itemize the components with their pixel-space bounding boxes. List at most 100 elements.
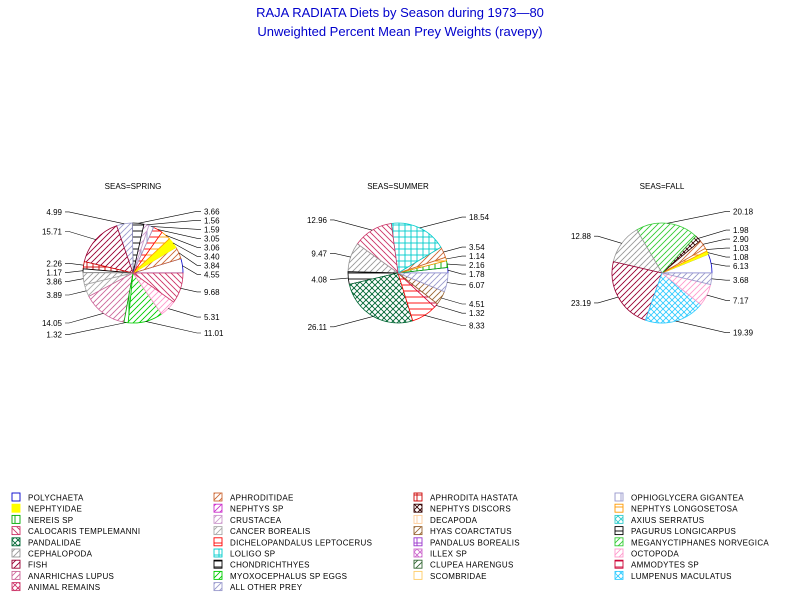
legend-swatch xyxy=(413,492,423,502)
legend-swatch xyxy=(413,526,423,536)
legend-label: ILLEX SP xyxy=(430,550,467,559)
leader-line xyxy=(675,320,730,334)
pie-slice-fish xyxy=(611,261,663,321)
legend-item-nereis-sp: NEREIS SP xyxy=(11,514,73,525)
legend-label: SCOMBRIDAE xyxy=(430,572,487,581)
pie-slice-all-other-prey xyxy=(661,272,713,285)
legend-item-aphrodita-hastata: APHRODITA HASTATA xyxy=(413,492,518,503)
pie-seas-summer: SEAS=SUMMER 18.54 3.541.142.161.78 6.07 4.51… xyxy=(307,182,490,332)
leader-line xyxy=(65,290,87,296)
legend-swatch xyxy=(213,492,223,502)
legend-label: OPHIOGLYCERA GIGANTEA xyxy=(631,494,744,503)
leader-line xyxy=(594,296,619,304)
slice-value-label: 15.71 xyxy=(42,228,63,237)
slice-value-label: 1.78 xyxy=(469,270,485,279)
legend-swatch xyxy=(11,582,21,592)
legend-swatch xyxy=(11,548,21,558)
slice-value-label: 11.01 xyxy=(204,329,224,338)
leader-line xyxy=(168,308,201,318)
leader-line xyxy=(65,262,84,266)
leader-line xyxy=(157,229,201,239)
pie-title: SEAS=SPRING xyxy=(105,182,162,191)
legend-item-ophioglycera-gigantea: OPHIOGLYCERA GIGANTEA xyxy=(614,492,744,503)
legend-item-scombridae: SCOMBRIDAE xyxy=(413,570,487,581)
slice-value-label: 14.05 xyxy=(42,319,63,328)
legend-item-meganyctiphanes-norvegica: MEGANYCTIPHANES NORVEGICA xyxy=(614,537,769,547)
legend-item-crustacea: CRUSTACEA xyxy=(213,514,282,525)
legend-item-pagurus-longicarpus: PAGURUS LONGICARPUS xyxy=(614,526,736,536)
legend-label: POLYCHAETA xyxy=(28,494,84,503)
legend-swatch xyxy=(11,503,21,513)
legend-swatch xyxy=(614,514,624,524)
leader-line xyxy=(424,315,466,326)
pie-slice-fish xyxy=(83,225,134,274)
legend-item-loligo-sp: LOLIGO SP xyxy=(213,548,275,559)
legend-label: HYAS COARCTATUS xyxy=(430,527,512,536)
slice-value-label: 9.47 xyxy=(311,249,327,258)
leader-line xyxy=(330,316,374,328)
leader-line xyxy=(165,235,201,248)
pie-slice-lumpenus-maculatus xyxy=(644,272,702,324)
legend-swatch xyxy=(11,514,21,524)
leader-line xyxy=(138,211,201,224)
legend-swatch xyxy=(413,570,423,580)
legend-swatch xyxy=(614,503,624,513)
legend-swatch xyxy=(213,526,223,536)
leader-line xyxy=(711,263,730,267)
legend-label: CANCER BOREALIS xyxy=(230,527,311,536)
leader-line xyxy=(65,211,125,225)
legend-label: FISH xyxy=(28,561,47,570)
slice-value-label: 3.05 xyxy=(204,234,220,243)
slice-value-label: 18.54 xyxy=(469,213,490,222)
legend-item-illex-sp: ILLEX SP xyxy=(413,548,467,559)
legend-item-pandalus-borealis: PANDALUS BOREALIS xyxy=(413,537,520,547)
slice-value-label: 1.17 xyxy=(46,268,62,277)
legend-swatch xyxy=(213,503,223,513)
legend-label: PANDALIDAE xyxy=(28,538,81,547)
legend-item-octopoda: OCTOPODA xyxy=(614,548,679,559)
slice-value-label: 2.16 xyxy=(469,261,485,270)
legend-swatch xyxy=(614,526,624,536)
legend-label: PANDALUS BOREALIS xyxy=(430,538,520,547)
slice-value-label: 3.40 xyxy=(204,252,220,261)
slice-value-label: 6.07 xyxy=(469,281,485,290)
slice-value-label: 1.59 xyxy=(204,225,220,234)
legend-label: MEGANYCTIPHANES NORVEGICA xyxy=(631,538,769,547)
legend-swatch xyxy=(213,537,223,547)
chart-subtitle: Unweighted Percent Mean Prey Weights (ra… xyxy=(257,24,542,39)
pie-slice-pandalidae xyxy=(348,272,414,324)
leader-line xyxy=(180,288,201,293)
legend-item-all-other-prey: ALL OTHER PREY xyxy=(213,582,302,592)
legend-item-axius-serratus: AXIUS SERRATUS xyxy=(614,514,704,525)
legend-swatch xyxy=(614,537,624,547)
leader-line xyxy=(706,247,730,250)
leader-line xyxy=(419,216,466,229)
legend-item-myoxocephalus-sp-eggs: MYOXOCEPHALUS SP EGGS xyxy=(213,570,347,581)
leader-line xyxy=(65,231,96,240)
leader-line xyxy=(182,265,201,275)
legend-item-pandalidae: PANDALIDAE xyxy=(11,537,81,547)
leader-line xyxy=(172,242,201,257)
legend-item-ammodytes-sp: AMMODYTES SP xyxy=(614,559,699,570)
legend-swatch xyxy=(213,570,223,580)
legend-label: CRUSTACEA xyxy=(230,516,282,525)
leader-line xyxy=(445,255,466,260)
legend-label: CHONDRICHTHYES xyxy=(230,561,310,570)
legend-swatch xyxy=(213,582,223,592)
slice-value-label: 3.84 xyxy=(204,261,220,270)
legend-label: AMMODYTES SP xyxy=(631,561,699,570)
leader-line xyxy=(65,270,84,273)
legend-swatch xyxy=(614,548,624,558)
slice-value-label: 1.03 xyxy=(733,244,749,253)
slice-value-label: 8.33 xyxy=(469,321,485,330)
leader-line xyxy=(698,229,730,239)
legend-item-anarhichas-lupus: ANARHICHAS LUPUS xyxy=(11,570,114,581)
legend-label: CEPHALOPODA xyxy=(28,550,93,559)
legend-item-polychaeta: POLYCHAETA xyxy=(11,492,84,503)
slice-value-label: 3.68 xyxy=(733,276,749,285)
chart-title: RAJA RADIATA Diets by Season during 1973… xyxy=(256,5,544,20)
legend-swatch xyxy=(11,526,21,536)
legend-swatch xyxy=(413,514,423,524)
slice-value-label: 1.14 xyxy=(469,252,485,261)
